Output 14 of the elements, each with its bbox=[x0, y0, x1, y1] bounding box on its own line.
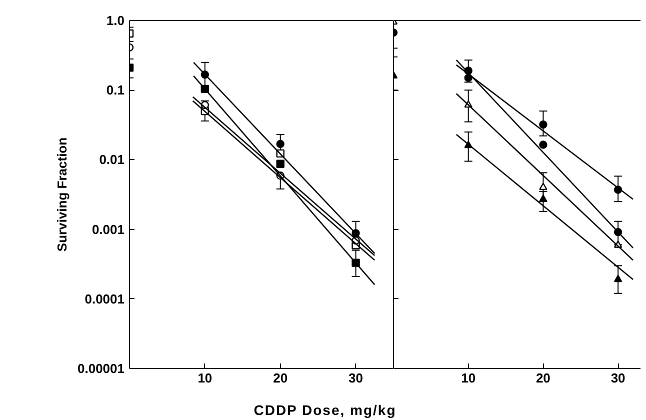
x-tick-label: 30 bbox=[348, 370, 364, 386]
y-tick-label: 0.00001 bbox=[78, 361, 125, 376]
y-tick-label: 0.001 bbox=[92, 222, 125, 237]
y-axis-title: Surviving Fraction bbox=[54, 137, 70, 252]
x-axis-title: CDDP Dose, mg/kg bbox=[254, 401, 396, 420]
x-tick-label: 10 bbox=[461, 370, 476, 386]
y-tick-label: 0.1 bbox=[106, 82, 125, 98]
x-tick-label: 30 bbox=[610, 370, 626, 386]
x-tick-label: 10 bbox=[198, 370, 212, 386]
y-tick-label: 1.0 bbox=[106, 13, 125, 28]
x-tick-label: 20 bbox=[536, 370, 550, 386]
y-tick-label: 0.0001 bbox=[84, 291, 125, 306]
y-tick-label: 0.01 bbox=[99, 152, 125, 168]
x-tick-label: 20 bbox=[273, 370, 288, 386]
